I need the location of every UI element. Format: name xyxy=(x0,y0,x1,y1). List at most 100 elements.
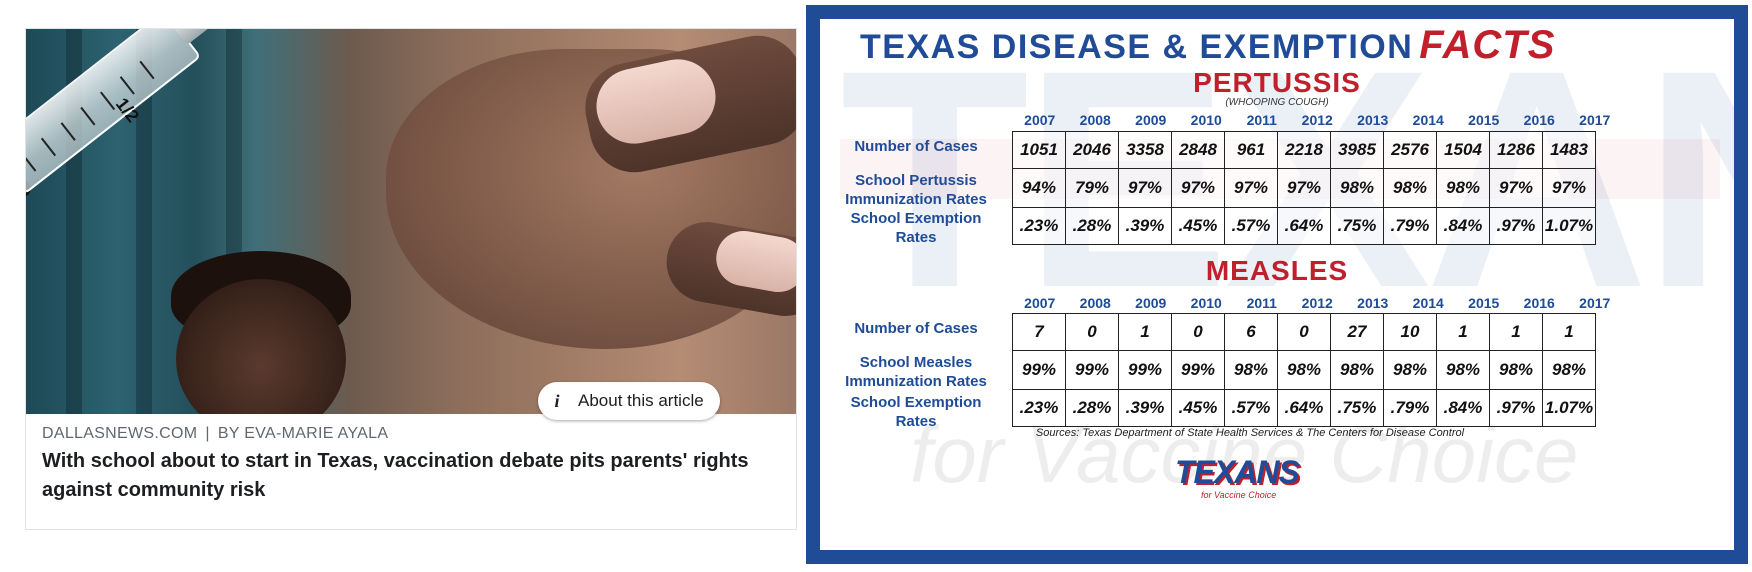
table-row: 99% 99% 99% 99% 98% 98% 98% 98% 98% 98% 98% xyxy=(1012,350,1596,390)
year-header-cell: 2010 xyxy=(1190,295,1222,311)
year-header-cell: 2008 xyxy=(1079,295,1111,311)
table-cell: 98% xyxy=(1330,168,1384,208)
infographic-image: TEXANS for Vaccine Choice TEXAS DISEASE … xyxy=(806,5,1748,564)
table-cell: 3358 xyxy=(1118,131,1172,169)
pertussis-title: PERTUSSIS xyxy=(1193,67,1361,98)
table-cell: .39% xyxy=(1118,207,1172,245)
table-cell: 1 xyxy=(1118,313,1172,351)
table-cell: 0 xyxy=(1065,313,1119,351)
measles-table: 7 0 1 0 6 0 27 10 1 1 1 99% 99% 99% 99% 98% 98% 98% 98% 98%… xyxy=(1012,313,1596,427)
row-label-line: School Exemption xyxy=(850,210,982,227)
table-cell: 98% xyxy=(1277,350,1331,390)
title-accent: FACTS xyxy=(1419,23,1556,67)
table-cell: 97% xyxy=(1542,168,1596,208)
table-cell: 1286 xyxy=(1489,131,1543,169)
row-label-line: School Exemption xyxy=(850,394,982,411)
table-cell: 94% xyxy=(1012,168,1066,208)
table-cell: 99% xyxy=(1171,350,1225,390)
table-cell: .97% xyxy=(1489,389,1543,427)
table-cell: 98% xyxy=(1383,350,1437,390)
table-cell: 99% xyxy=(1118,350,1172,390)
table-cell: .79% xyxy=(1383,207,1437,245)
year-header-cell: 2009 xyxy=(1135,112,1167,128)
row-label: School Exemption Rates xyxy=(820,393,1012,431)
table-cell: .23% xyxy=(1012,389,1066,427)
table-cell: 97% xyxy=(1171,168,1225,208)
table-row: .23% .28% .39% .45% .57% .64% .75% .79% .84% .97%… xyxy=(1012,389,1596,427)
year-header-cell: 2016 xyxy=(1523,295,1555,311)
sources-note: Sources: Texas Department of State Healt… xyxy=(1035,427,1465,439)
row-label: School Exemption Rates xyxy=(820,209,1012,247)
table-cell: 97% xyxy=(1489,168,1543,208)
table-cell: 27 xyxy=(1330,313,1384,351)
table-cell: 1483 xyxy=(1542,131,1596,169)
table-cell: 3985 xyxy=(1330,131,1384,169)
table-cell: 10 xyxy=(1383,313,1437,351)
year-header-cell: 2017 xyxy=(1579,295,1611,311)
year-header-cell: 2016 xyxy=(1523,112,1555,128)
table-row: 7 0 1 0 6 0 27 10 1 1 1 xyxy=(1012,313,1596,351)
article-link-card[interactable]: 1/2 i About this article DALLASNEWS.COM … xyxy=(25,28,797,530)
table-cell: 0 xyxy=(1277,313,1331,351)
year-header-cell: 2012 xyxy=(1301,295,1333,311)
year-header-cell: 2014 xyxy=(1412,112,1444,128)
table-cell: .64% xyxy=(1277,207,1331,245)
table-cell: .84% xyxy=(1436,207,1490,245)
infographic-panel: TEXANS for Vaccine Choice TEXAS DISEASE … xyxy=(820,19,1734,550)
table-cell: 98% xyxy=(1224,350,1278,390)
table-cell: .57% xyxy=(1224,207,1278,245)
source-domain: DALLASNEWS.COM xyxy=(42,425,198,442)
child-figure xyxy=(176,279,346,414)
table-cell: 98% xyxy=(1489,350,1543,390)
table-cell: .57% xyxy=(1224,389,1278,427)
table-cell: .75% xyxy=(1330,389,1384,427)
info-icon: i xyxy=(554,390,560,411)
table-cell: 98% xyxy=(1330,350,1384,390)
year-header-cell: 2007 xyxy=(1024,112,1056,128)
measles-year-header: 2007 2008 2009 2010 2011 2012 2013 2014 2015 2016… xyxy=(1012,295,1623,311)
article-photo[interactable]: 1/2 xyxy=(26,29,796,414)
table-row: .23% .28% .39% .45% .57% .64% .75% .79% .84% .97%… xyxy=(1012,207,1596,245)
table-cell: .45% xyxy=(1171,207,1225,245)
table-cell: .39% xyxy=(1118,389,1172,427)
year-header-cell: 2013 xyxy=(1357,112,1389,128)
table-cell: .97% xyxy=(1489,207,1543,245)
table-cell: 97% xyxy=(1224,168,1278,208)
article-headline[interactable]: With school about to start in Texas, vac… xyxy=(42,450,749,501)
row-label-line: Rates xyxy=(895,229,937,246)
table-cell: 98% xyxy=(1542,350,1596,390)
table-cell: 2046 xyxy=(1065,131,1119,169)
pertussis-table: 1051 2046 3358 2848 961 2218 3985 2576 1504 1286 1… xyxy=(1012,131,1596,245)
row-label-line: Number of Cases xyxy=(854,138,978,155)
byline: BY EVA-MARIE AYALA xyxy=(217,425,389,442)
table-cell: 961 xyxy=(1224,131,1278,169)
about-this-article-button[interactable]: i About this article xyxy=(538,382,720,420)
table-cell: 1 xyxy=(1489,313,1543,351)
year-header-cell: 2014 xyxy=(1412,295,1444,311)
year-header-cell: 2008 xyxy=(1079,112,1111,128)
table-cell: .23% xyxy=(1012,207,1066,245)
table-cell: 1 xyxy=(1436,313,1490,351)
year-header-cell: 2010 xyxy=(1190,112,1222,128)
year-header-cell: 2011 xyxy=(1246,112,1277,128)
row-label: School Measles Immunization Rates xyxy=(820,353,1012,391)
table-cell: 98% xyxy=(1436,168,1490,208)
table-row: 1051 2046 3358 2848 961 2218 3985 2576 1504 1286 1… xyxy=(1012,131,1596,169)
pertussis-year-header: 2007 2008 2009 2010 2011 2012 2013 2014 2015 2016… xyxy=(1012,112,1623,128)
table-cell: 98% xyxy=(1383,168,1437,208)
table-cell: .84% xyxy=(1436,389,1490,427)
table-cell: 6 xyxy=(1224,313,1278,351)
row-label-line: Immunization Rates xyxy=(845,373,987,390)
table-cell: 1.07% xyxy=(1542,389,1596,427)
table-cell: 1.07% xyxy=(1542,207,1596,245)
row-label: Number of Cases xyxy=(820,319,1012,338)
table-cell: 1 xyxy=(1542,313,1596,351)
table-cell: 7 xyxy=(1012,313,1066,351)
table-cell: 99% xyxy=(1065,350,1119,390)
about-label: About this article xyxy=(578,391,704,410)
table-cell: 99% xyxy=(1012,350,1066,390)
row-label-line: School Pertussis xyxy=(855,172,977,189)
year-header-cell: 2013 xyxy=(1357,295,1389,311)
table-cell: .79% xyxy=(1383,389,1437,427)
table-cell: .28% xyxy=(1065,207,1119,245)
